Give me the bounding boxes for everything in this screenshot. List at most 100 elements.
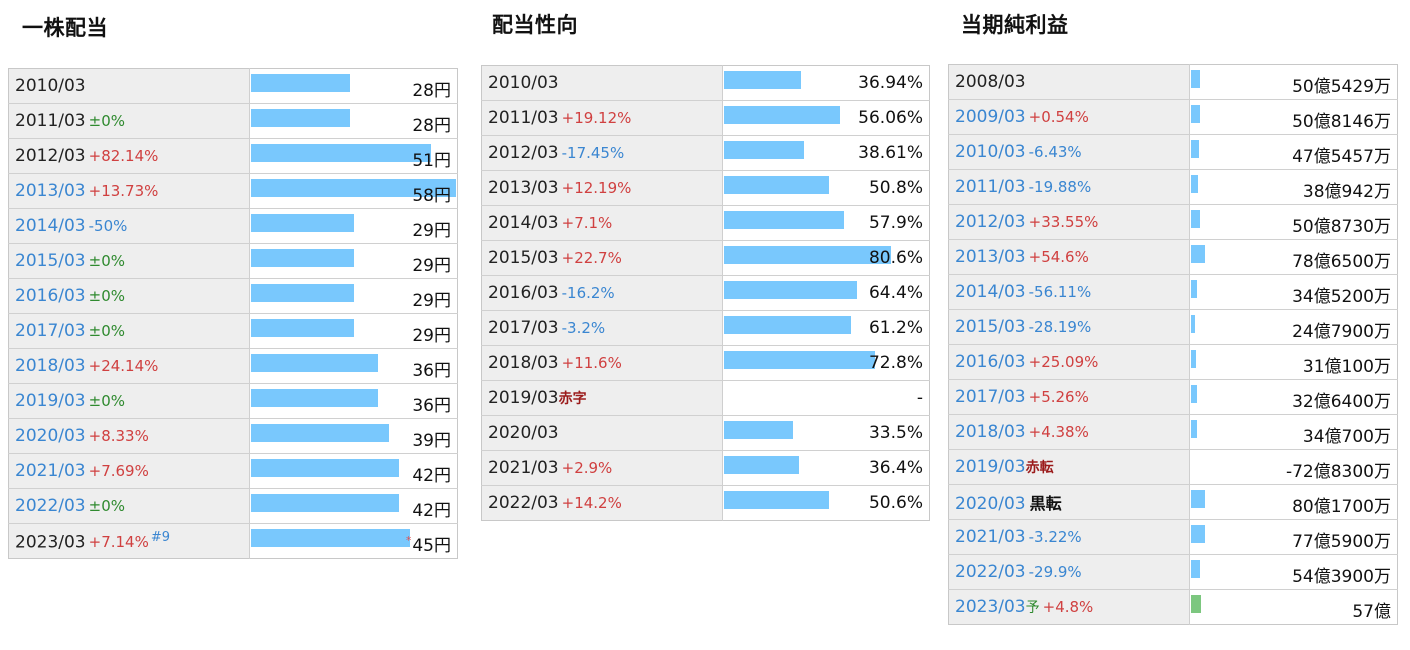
change-percent: +54.6% (1028, 248, 1089, 266)
year-label[interactable]: 2017/03 (955, 387, 1026, 407)
year-label[interactable]: 2019/03 (15, 391, 86, 411)
value-number: 38億942万 (1302, 182, 1391, 202)
value-text: 28円 (412, 76, 451, 101)
value-number: 56.06% (858, 108, 923, 128)
value-bar (723, 211, 844, 229)
year-label[interactable]: 2016/03 (15, 286, 86, 306)
value-text: -72億8300万 (1286, 457, 1391, 482)
year-cell: 2021/03 +7.69% (8, 453, 250, 489)
year-label[interactable]: 2022/03 (15, 496, 86, 516)
value-number: 45円 (412, 536, 451, 556)
table-row: 2021/03 +7.69% 42円 (8, 453, 458, 489)
value-text: 50.6% (869, 493, 923, 513)
table-row: 2012/03 +33.55% 50億8730万 (948, 204, 1398, 240)
table-row: 2016/03 -16.2% 64.4% (481, 275, 930, 311)
value-text: 38億942万 (1303, 177, 1391, 202)
year-cell: 2010/03 (8, 68, 250, 104)
year-cell: 2008/03 (948, 64, 1190, 100)
change-percent: +2.9% (561, 459, 613, 477)
year-label[interactable]: 2018/03 (15, 356, 86, 376)
value-number: 28円 (412, 81, 451, 101)
change-percent: ±0% (88, 392, 125, 410)
year-cell: 2020/03 +8.33% (8, 418, 250, 454)
year-label[interactable]: 2017/03 (15, 321, 86, 341)
year-label: 2021/03 (488, 458, 559, 478)
value-text: 57億 (1352, 597, 1391, 622)
year-label[interactable]: 2022/03 (955, 562, 1026, 582)
year-label[interactable]: 2019/03 (955, 457, 1026, 477)
year-label: 2008/03 (955, 72, 1026, 92)
year-label[interactable]: 2015/03 (955, 317, 1026, 337)
value-bar (723, 491, 829, 509)
value-number: 80億1700万 (1292, 497, 1391, 517)
value-cell: 29円 (249, 243, 458, 279)
value-number: 28円 (412, 116, 451, 136)
table-row: 2013/03 +12.19% 50.8% (481, 170, 930, 206)
value-bar (250, 179, 456, 197)
year-cell: 2018/03 +4.38% (948, 414, 1190, 450)
year-cell: 2016/03 +25.09% (948, 344, 1190, 380)
year-cell: 2012/03 -17.45% (481, 135, 723, 171)
year-label[interactable]: 2013/03 (15, 181, 86, 201)
change-percent: +25.09% (1028, 353, 1099, 371)
year-label[interactable]: 2020/03 (955, 494, 1026, 514)
table-row: 2008/03 50億5429万 (948, 64, 1398, 100)
value-cell: 38億942万 (1189, 169, 1398, 205)
year-label[interactable]: 2015/03 (15, 251, 86, 271)
value-cell: 56.06% (722, 100, 930, 136)
year-label[interactable]: 2014/03 (955, 282, 1026, 302)
value-cell: 54億3900万 (1189, 554, 1398, 590)
year-label[interactable]: 2023/03 (955, 597, 1026, 617)
year-label[interactable]: 2018/03 (955, 422, 1026, 442)
table-row: 2011/03 -19.88% 38億942万 (948, 169, 1398, 205)
value-bar (723, 176, 829, 194)
year-label[interactable]: 2021/03 (955, 527, 1026, 547)
table-row: 2013/03 +13.73% 58円 (8, 173, 458, 209)
table-row: 2022/03 ±0% 42円 (8, 488, 458, 524)
footnote-link[interactable]: #9 (150, 529, 171, 545)
year-cell: 2019/03 ±0% (8, 383, 250, 419)
table-row: 2015/03 -28.19% 24億7900万 (948, 309, 1398, 345)
year-label[interactable]: 2021/03 (15, 461, 86, 481)
value-text: 36円 (412, 391, 451, 416)
table-row: 2014/03 -56.11% 34億5200万 (948, 274, 1398, 310)
value-bar (723, 421, 793, 439)
value-text: 36円 (412, 356, 451, 381)
value-cell: 80億1700万 (1189, 484, 1398, 520)
table-row: 2017/03 +5.26% 32億6400万 (948, 379, 1398, 415)
table-row: 2022/03 +14.2% 50.6% (481, 485, 930, 521)
year-label: 2011/03 (488, 108, 559, 128)
value-number: 32億6400万 (1292, 392, 1391, 412)
table-row: 2016/03 ±0% 29円 (8, 278, 458, 314)
value-number: 77億5900万 (1292, 532, 1391, 552)
value-cell: 77億5900万 (1189, 519, 1398, 555)
status-note: 予 (1025, 600, 1040, 616)
year-label[interactable]: 2013/03 (955, 247, 1026, 267)
year-label[interactable]: 2009/03 (955, 107, 1026, 127)
change-percent: -16.2% (561, 284, 615, 302)
change-percent: +4.8% (1042, 598, 1094, 616)
value-bar (1190, 175, 1198, 193)
year-label[interactable]: 2014/03 (15, 216, 86, 236)
year-cell: 2022/03 ±0% (8, 488, 250, 524)
year-label[interactable]: 2020/03 (15, 426, 86, 446)
change-percent: +7.69% (88, 462, 149, 480)
value-bar (1190, 525, 1205, 543)
year-label[interactable]: 2016/03 (955, 352, 1026, 372)
value-bar (1190, 560, 1200, 578)
value-bar (723, 106, 840, 124)
value-text: 24億7900万 (1292, 317, 1391, 342)
value-text: 39円 (412, 426, 451, 451)
year-label[interactable]: 2011/03 (955, 177, 1026, 197)
year-label[interactable]: 2012/03 (955, 212, 1026, 232)
year-label[interactable]: 2010/03 (955, 142, 1026, 162)
value-cell: 78億6500万 (1189, 239, 1398, 275)
value-cell: 28円 (249, 68, 458, 104)
year-cell: 2011/03 +19.12% (481, 100, 723, 136)
value-number: 72.8% (868, 353, 923, 373)
value-bar (1190, 140, 1199, 158)
value-cell: 64.4% (722, 275, 930, 311)
change-percent: +7.14% (88, 533, 149, 552)
value-bar (250, 354, 378, 372)
change-percent: ±0% (88, 252, 125, 270)
